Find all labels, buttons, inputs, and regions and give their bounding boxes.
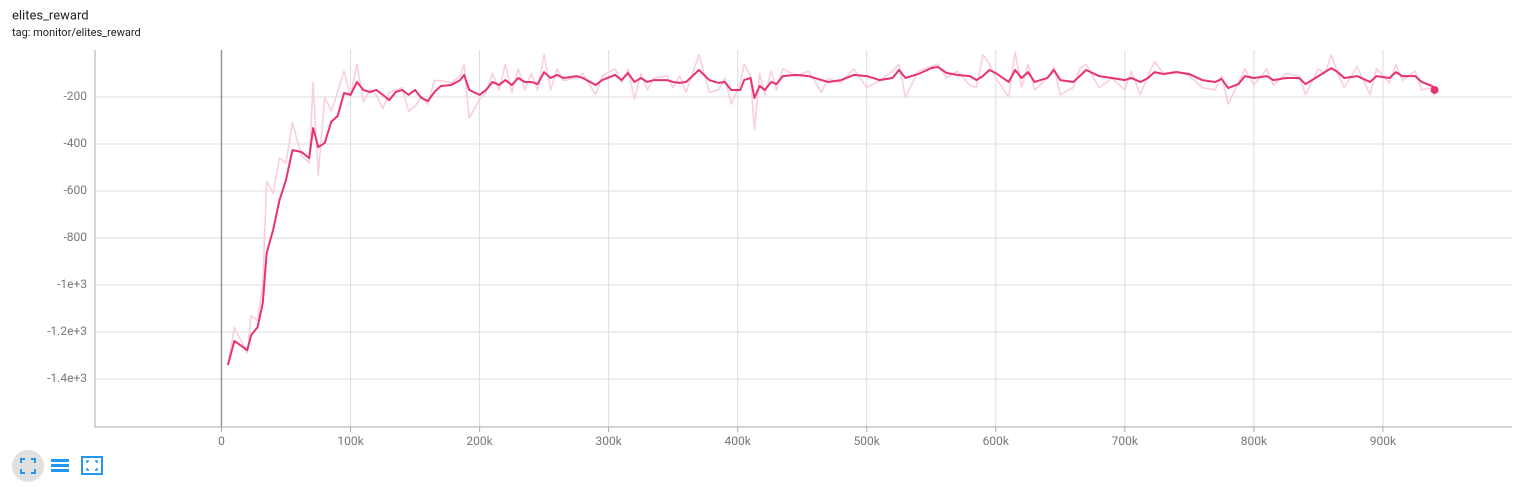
toolbar bbox=[12, 450, 103, 482]
y-tick-label: -800 bbox=[63, 230, 87, 244]
x-tick-label: 600k bbox=[983, 434, 1010, 448]
raw-line bbox=[227, 51, 1436, 366]
x-tick-label: 200k bbox=[466, 434, 493, 448]
x-tick-label: 500k bbox=[854, 434, 881, 448]
x-tick-label: 400k bbox=[725, 434, 752, 448]
chart-subtitle: tag: monitor/elites_reward bbox=[12, 26, 141, 39]
y-tick-label: -600 bbox=[63, 183, 87, 197]
x-tick-label: 800k bbox=[1241, 434, 1268, 448]
x-tick-label: 100k bbox=[337, 434, 364, 448]
x-tick-label: 900k bbox=[1370, 434, 1397, 448]
chart-title: elites_reward bbox=[12, 8, 89, 23]
smoothed-line bbox=[226, 65, 1436, 366]
x-tick-label: 0 bbox=[218, 434, 225, 448]
fullscreen-icon bbox=[20, 458, 36, 474]
x-tick-label: 300k bbox=[595, 434, 622, 448]
x-tick-label: 700k bbox=[1112, 434, 1139, 448]
y-tick-label: -200 bbox=[63, 89, 87, 103]
y-tick-label: -1.4e+3 bbox=[47, 371, 87, 385]
data-button[interactable] bbox=[51, 459, 69, 472]
fit-button[interactable] bbox=[81, 456, 103, 475]
y-tick-label: -1.2e+3 bbox=[47, 324, 87, 338]
last-point bbox=[1430, 85, 1439, 94]
y-tick-label: -1e+3 bbox=[57, 277, 87, 291]
y-tick-label: -400 bbox=[63, 136, 87, 150]
fullscreen-button[interactable] bbox=[12, 450, 44, 482]
